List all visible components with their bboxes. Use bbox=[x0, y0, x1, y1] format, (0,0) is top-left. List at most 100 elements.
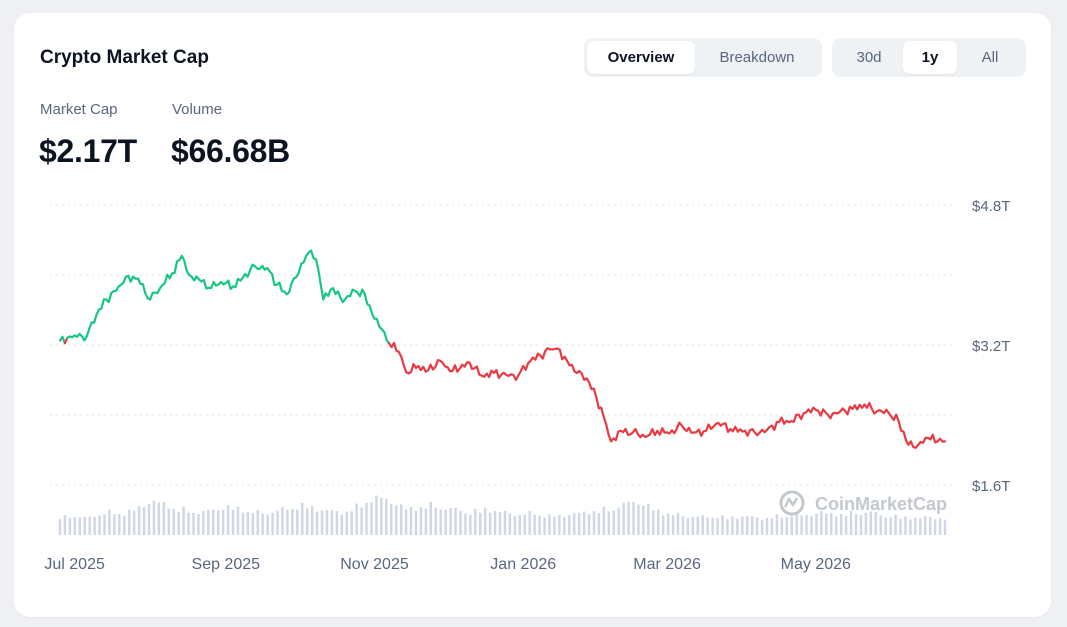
volume-bar bbox=[919, 518, 922, 535]
volume-bar bbox=[657, 509, 660, 535]
volume-bar bbox=[123, 515, 126, 535]
volume-bar bbox=[103, 514, 106, 535]
y-tick-label: $3.2T bbox=[972, 338, 1010, 355]
volume-bar bbox=[493, 511, 497, 535]
volume-bar bbox=[721, 515, 724, 535]
y-axis: $1.6T $3.2T $4.8T bbox=[972, 198, 1010, 495]
volume-bar bbox=[256, 510, 259, 535]
volume-bar bbox=[306, 508, 309, 535]
volume-bar bbox=[454, 507, 457, 535]
volume-bar bbox=[904, 516, 907, 535]
volume-bar bbox=[137, 506, 141, 535]
volume-bar bbox=[572, 512, 576, 535]
volume-bar bbox=[380, 497, 383, 535]
volume-bar bbox=[553, 516, 556, 535]
volume-bar bbox=[820, 511, 823, 535]
volume-bar bbox=[395, 505, 398, 535]
volume-bar bbox=[795, 513, 798, 535]
volume-bar bbox=[266, 514, 269, 535]
volume-bar bbox=[474, 508, 477, 535]
volume-bar bbox=[409, 506, 413, 535]
volume-bar bbox=[928, 517, 932, 535]
volume-bar bbox=[236, 506, 240, 535]
volume-bar bbox=[647, 503, 650, 535]
volume-bar bbox=[548, 514, 551, 535]
volume-bar bbox=[276, 510, 279, 535]
tab-overview[interactable]: Overview bbox=[587, 41, 695, 74]
volume-bar bbox=[132, 510, 136, 535]
volume-bar bbox=[370, 502, 373, 535]
market-cap-card: Crypto Market Cap Overview Breakdown 30d… bbox=[14, 13, 1051, 617]
volume-bar bbox=[642, 505, 645, 535]
volume-bar bbox=[296, 509, 299, 535]
volume-bar bbox=[325, 510, 329, 535]
volume-bar bbox=[681, 516, 685, 535]
volume-bar bbox=[444, 509, 447, 535]
y-tick-label: $1.6T bbox=[972, 478, 1010, 495]
volume-bar bbox=[864, 512, 868, 535]
volume-bar bbox=[335, 511, 339, 535]
volume-bar bbox=[716, 518, 719, 535]
volume-bar bbox=[582, 511, 586, 535]
volume-bar bbox=[251, 513, 255, 535]
range-toggle: 30d 1y All bbox=[832, 38, 1026, 77]
volume-bar bbox=[360, 507, 363, 535]
volume-bar bbox=[113, 514, 116, 535]
volume-bar bbox=[558, 515, 561, 535]
volume-bar bbox=[320, 510, 324, 535]
volume-bar bbox=[78, 517, 81, 535]
volume-bar bbox=[746, 516, 749, 535]
volume-bar bbox=[152, 500, 156, 535]
volume-bar bbox=[617, 508, 620, 535]
volume-bar bbox=[711, 517, 714, 535]
range-1y[interactable]: 1y bbox=[903, 41, 957, 74]
volume-bar bbox=[217, 510, 220, 535]
tab-breakdown[interactable]: Breakdown bbox=[719, 49, 795, 66]
volume-bar bbox=[661, 515, 665, 535]
volume-bar bbox=[869, 511, 873, 535]
range-all[interactable]: All bbox=[981, 49, 999, 66]
volume-bar bbox=[587, 514, 591, 535]
x-tick-label: Nov 2025 bbox=[340, 556, 409, 573]
volume-bar bbox=[686, 518, 690, 535]
volume-bar bbox=[439, 509, 442, 535]
volume-bar bbox=[760, 519, 764, 535]
volume-bar bbox=[459, 511, 462, 535]
volume-bar bbox=[434, 507, 437, 535]
x-tick-label: Jul 2025 bbox=[44, 556, 105, 573]
volume-bar bbox=[775, 514, 779, 535]
volume-bar bbox=[503, 510, 507, 535]
price-line-up-segment bbox=[66, 249, 391, 345]
volume-bar bbox=[825, 513, 828, 535]
volume-bar bbox=[128, 509, 131, 535]
volume-bar bbox=[419, 507, 423, 535]
range-30d[interactable]: 30d bbox=[856, 49, 882, 66]
volume-bar bbox=[671, 515, 675, 535]
volume-bar bbox=[231, 509, 235, 535]
volume-bar bbox=[543, 517, 546, 535]
volume-bar bbox=[676, 512, 680, 535]
volume-bar bbox=[602, 506, 606, 535]
volume-bar bbox=[810, 516, 813, 535]
volume-bar bbox=[118, 513, 121, 535]
volume-bar bbox=[330, 510, 334, 535]
x-tick-label: Sep 2025 bbox=[192, 556, 261, 573]
volume-bar bbox=[830, 512, 833, 535]
volume-bar bbox=[192, 512, 195, 535]
volume-bar bbox=[385, 498, 388, 535]
volume-bar bbox=[177, 511, 180, 535]
volume-bar bbox=[345, 511, 348, 535]
volume-bar bbox=[854, 514, 858, 535]
volume-bar bbox=[157, 502, 161, 535]
volume-bar bbox=[73, 516, 77, 535]
market-cap-value: $2.17T bbox=[39, 133, 137, 169]
volume-bar bbox=[88, 516, 91, 535]
view-toggle: Overview Breakdown bbox=[584, 38, 822, 77]
volume-bar bbox=[246, 511, 250, 535]
volume-bar bbox=[291, 508, 294, 535]
volume-bar bbox=[691, 517, 695, 535]
volume-value: $66.68B bbox=[171, 133, 290, 169]
volume-bar bbox=[523, 514, 526, 535]
volume-bar bbox=[859, 514, 863, 535]
